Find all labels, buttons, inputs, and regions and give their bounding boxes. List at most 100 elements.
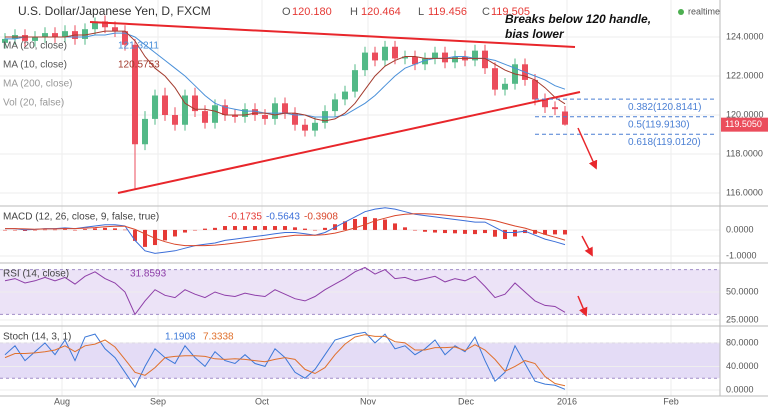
legend-value: -0.5643 xyxy=(266,212,300,223)
x-tick-label: Feb xyxy=(663,396,679,406)
ohlc-value: 119.456 xyxy=(428,6,467,18)
candle-body xyxy=(122,31,128,45)
moving-average xyxy=(5,30,566,122)
fib-label: 0.618(119.0120) xyxy=(628,137,701,148)
y-tick-label: 50.0000 xyxy=(726,286,759,296)
histogram-bar xyxy=(313,229,317,231)
candle-body xyxy=(352,70,358,92)
candle-body xyxy=(382,46,388,61)
histogram-bar xyxy=(13,229,17,231)
histogram-bar xyxy=(223,226,227,230)
arrow xyxy=(577,295,588,317)
x-tick-label: 2016 xyxy=(557,396,577,406)
candle-body xyxy=(52,33,58,37)
candle-body xyxy=(552,107,558,110)
status-dot xyxy=(678,9,684,15)
histogram-bar xyxy=(343,221,347,230)
histogram-bar xyxy=(143,229,147,247)
histogram-bar xyxy=(243,226,247,230)
histogram-bar xyxy=(353,218,357,230)
candle-body xyxy=(262,115,268,119)
x-tick-label: Dec xyxy=(458,396,475,406)
candle-body xyxy=(402,56,408,59)
candle-body xyxy=(282,103,288,114)
histogram-bar xyxy=(103,227,107,230)
histogram-bar xyxy=(283,226,287,230)
y-tick-label: 122.0000 xyxy=(726,70,764,80)
annotation: bias lower xyxy=(505,27,565,41)
histogram-bar xyxy=(163,229,167,241)
histogram-bar xyxy=(233,226,237,230)
ohlc-letter: O xyxy=(282,6,291,18)
x-tick-label: Oct xyxy=(255,396,270,406)
candle-body xyxy=(332,99,338,112)
candle-body xyxy=(252,109,258,116)
histogram-bar xyxy=(263,226,267,230)
legend-label: Stoch (14, 3, 1) xyxy=(3,332,71,343)
candle-body xyxy=(372,52,378,61)
ohlc-value: 120.464 xyxy=(361,6,401,18)
legend-value: -0.3908 xyxy=(304,212,338,223)
histogram-bar xyxy=(533,229,537,234)
indicator-line xyxy=(4,334,566,387)
legend-value: 31.8593 xyxy=(130,269,167,280)
y-tick-label: 116.0000 xyxy=(726,187,763,197)
candle-body xyxy=(172,115,178,125)
legend-value: 7.3338 xyxy=(203,332,234,343)
candle-body xyxy=(132,44,138,145)
legend-label: MA (200, close) xyxy=(3,79,72,90)
legend-label: RSI (14, close) xyxy=(3,269,69,280)
candle-body xyxy=(212,105,218,123)
legend-value: 1.1908 xyxy=(165,332,196,343)
histogram-bar xyxy=(33,229,37,231)
legend-value: 121.3211 xyxy=(118,41,159,52)
histogram-bar xyxy=(113,228,117,230)
fib-label: 0.382(120.8141) xyxy=(628,102,701,113)
histogram-bar xyxy=(53,229,57,231)
histogram-bar xyxy=(513,229,517,237)
candle-body xyxy=(62,31,68,37)
price-tag-label: 119.5050 xyxy=(725,119,762,129)
candle-body xyxy=(532,79,538,100)
candle-body xyxy=(342,91,348,100)
candle-body xyxy=(222,105,228,116)
candle-body xyxy=(502,83,508,90)
legend-label: MA (20, close) xyxy=(3,41,67,52)
histogram-bar xyxy=(483,229,487,234)
candle-body xyxy=(202,111,208,123)
histogram-bar xyxy=(383,219,387,230)
histogram-bar xyxy=(273,226,277,230)
histogram-bar xyxy=(563,229,567,235)
annotation: Breaks below 120 handle, xyxy=(505,12,651,26)
ohlc-letter: H xyxy=(350,6,358,18)
candle-body xyxy=(32,36,38,41)
y-tick-label: 124.0000 xyxy=(726,31,764,41)
histogram-bar xyxy=(423,229,427,232)
x-tick-label: Sep xyxy=(150,396,166,406)
candle-body xyxy=(152,95,158,119)
histogram-bar xyxy=(323,227,327,230)
candle-body xyxy=(162,95,168,116)
candle-body xyxy=(112,27,118,32)
y-tick-label: 118.0000 xyxy=(726,148,763,158)
histogram-bar xyxy=(23,229,27,231)
indicator-line xyxy=(4,266,566,316)
candle-body xyxy=(42,33,48,37)
histogram-bar xyxy=(253,226,257,230)
candle-body xyxy=(92,21,98,30)
x-tick-label: Nov xyxy=(360,396,377,406)
candle-body xyxy=(192,95,198,112)
histogram-bar xyxy=(403,227,407,230)
histogram-bar xyxy=(93,228,97,230)
histogram-bar xyxy=(213,227,217,230)
candle-body xyxy=(562,111,568,125)
y-tick-label: 0.0000 xyxy=(726,224,754,234)
histogram-bar xyxy=(123,229,127,231)
y-tick-label: 40.0000 xyxy=(726,361,759,371)
candle-body xyxy=(2,38,8,43)
candle-body xyxy=(182,95,188,125)
histogram-bar xyxy=(293,227,297,230)
histogram-bar xyxy=(453,229,457,234)
